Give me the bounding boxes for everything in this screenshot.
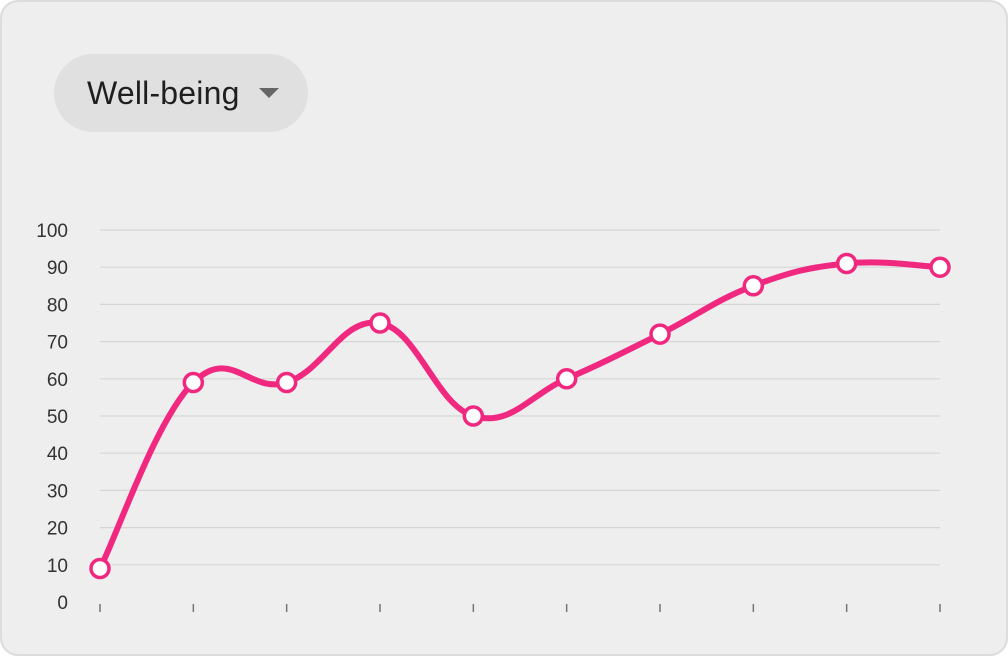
data-point [462, 405, 485, 427]
y-tick-label: 50 [47, 407, 68, 428]
y-tick-label: 40 [47, 444, 68, 465]
y-tick-label: 20 [47, 519, 68, 540]
data-point [835, 252, 858, 275]
y-tick-label: 60 [47, 370, 68, 391]
y-tick-label: 90 [47, 258, 68, 279]
data-point [182, 371, 205, 394]
x-axis-ticks [99, 604, 941, 612]
caret-down-icon [259, 88, 279, 98]
y-tick-label: 100 [36, 221, 68, 242]
y-tick-label: 30 [47, 481, 68, 502]
data-point [555, 368, 578, 390]
data-point [649, 323, 671, 345]
data-point [369, 312, 391, 334]
metric-dropdown-label: Well-being [87, 74, 240, 111]
data-point [275, 371, 298, 394]
data-point [89, 557, 111, 580]
y-tick-label: 80 [47, 295, 68, 316]
y-tick-label: 0 [57, 593, 68, 614]
data-point [929, 256, 951, 278]
data-points [89, 252, 951, 580]
y-tick-label: 70 [47, 333, 68, 354]
y-axis-labels: 0 10 20 30 40 50 60 70 80 90 100 [36, 221, 68, 614]
metric-dropdown[interactable]: Well-being [54, 54, 308, 132]
y-tick-label: 10 [47, 556, 68, 577]
gridlines [100, 229, 940, 566]
data-point [742, 275, 765, 297]
